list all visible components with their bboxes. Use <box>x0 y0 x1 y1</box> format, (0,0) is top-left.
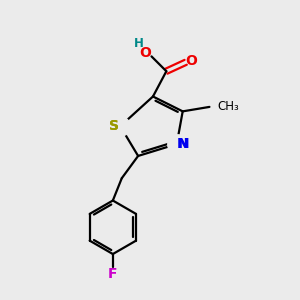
Text: F: F <box>108 267 118 281</box>
Text: S: S <box>109 119 119 133</box>
Text: S: S <box>109 119 119 133</box>
Text: O: O <box>186 54 197 68</box>
Text: N: N <box>177 137 188 151</box>
Text: CH₃: CH₃ <box>218 100 239 113</box>
Text: H: H <box>134 37 144 50</box>
Text: N: N <box>178 137 189 151</box>
Text: O: O <box>140 46 152 60</box>
